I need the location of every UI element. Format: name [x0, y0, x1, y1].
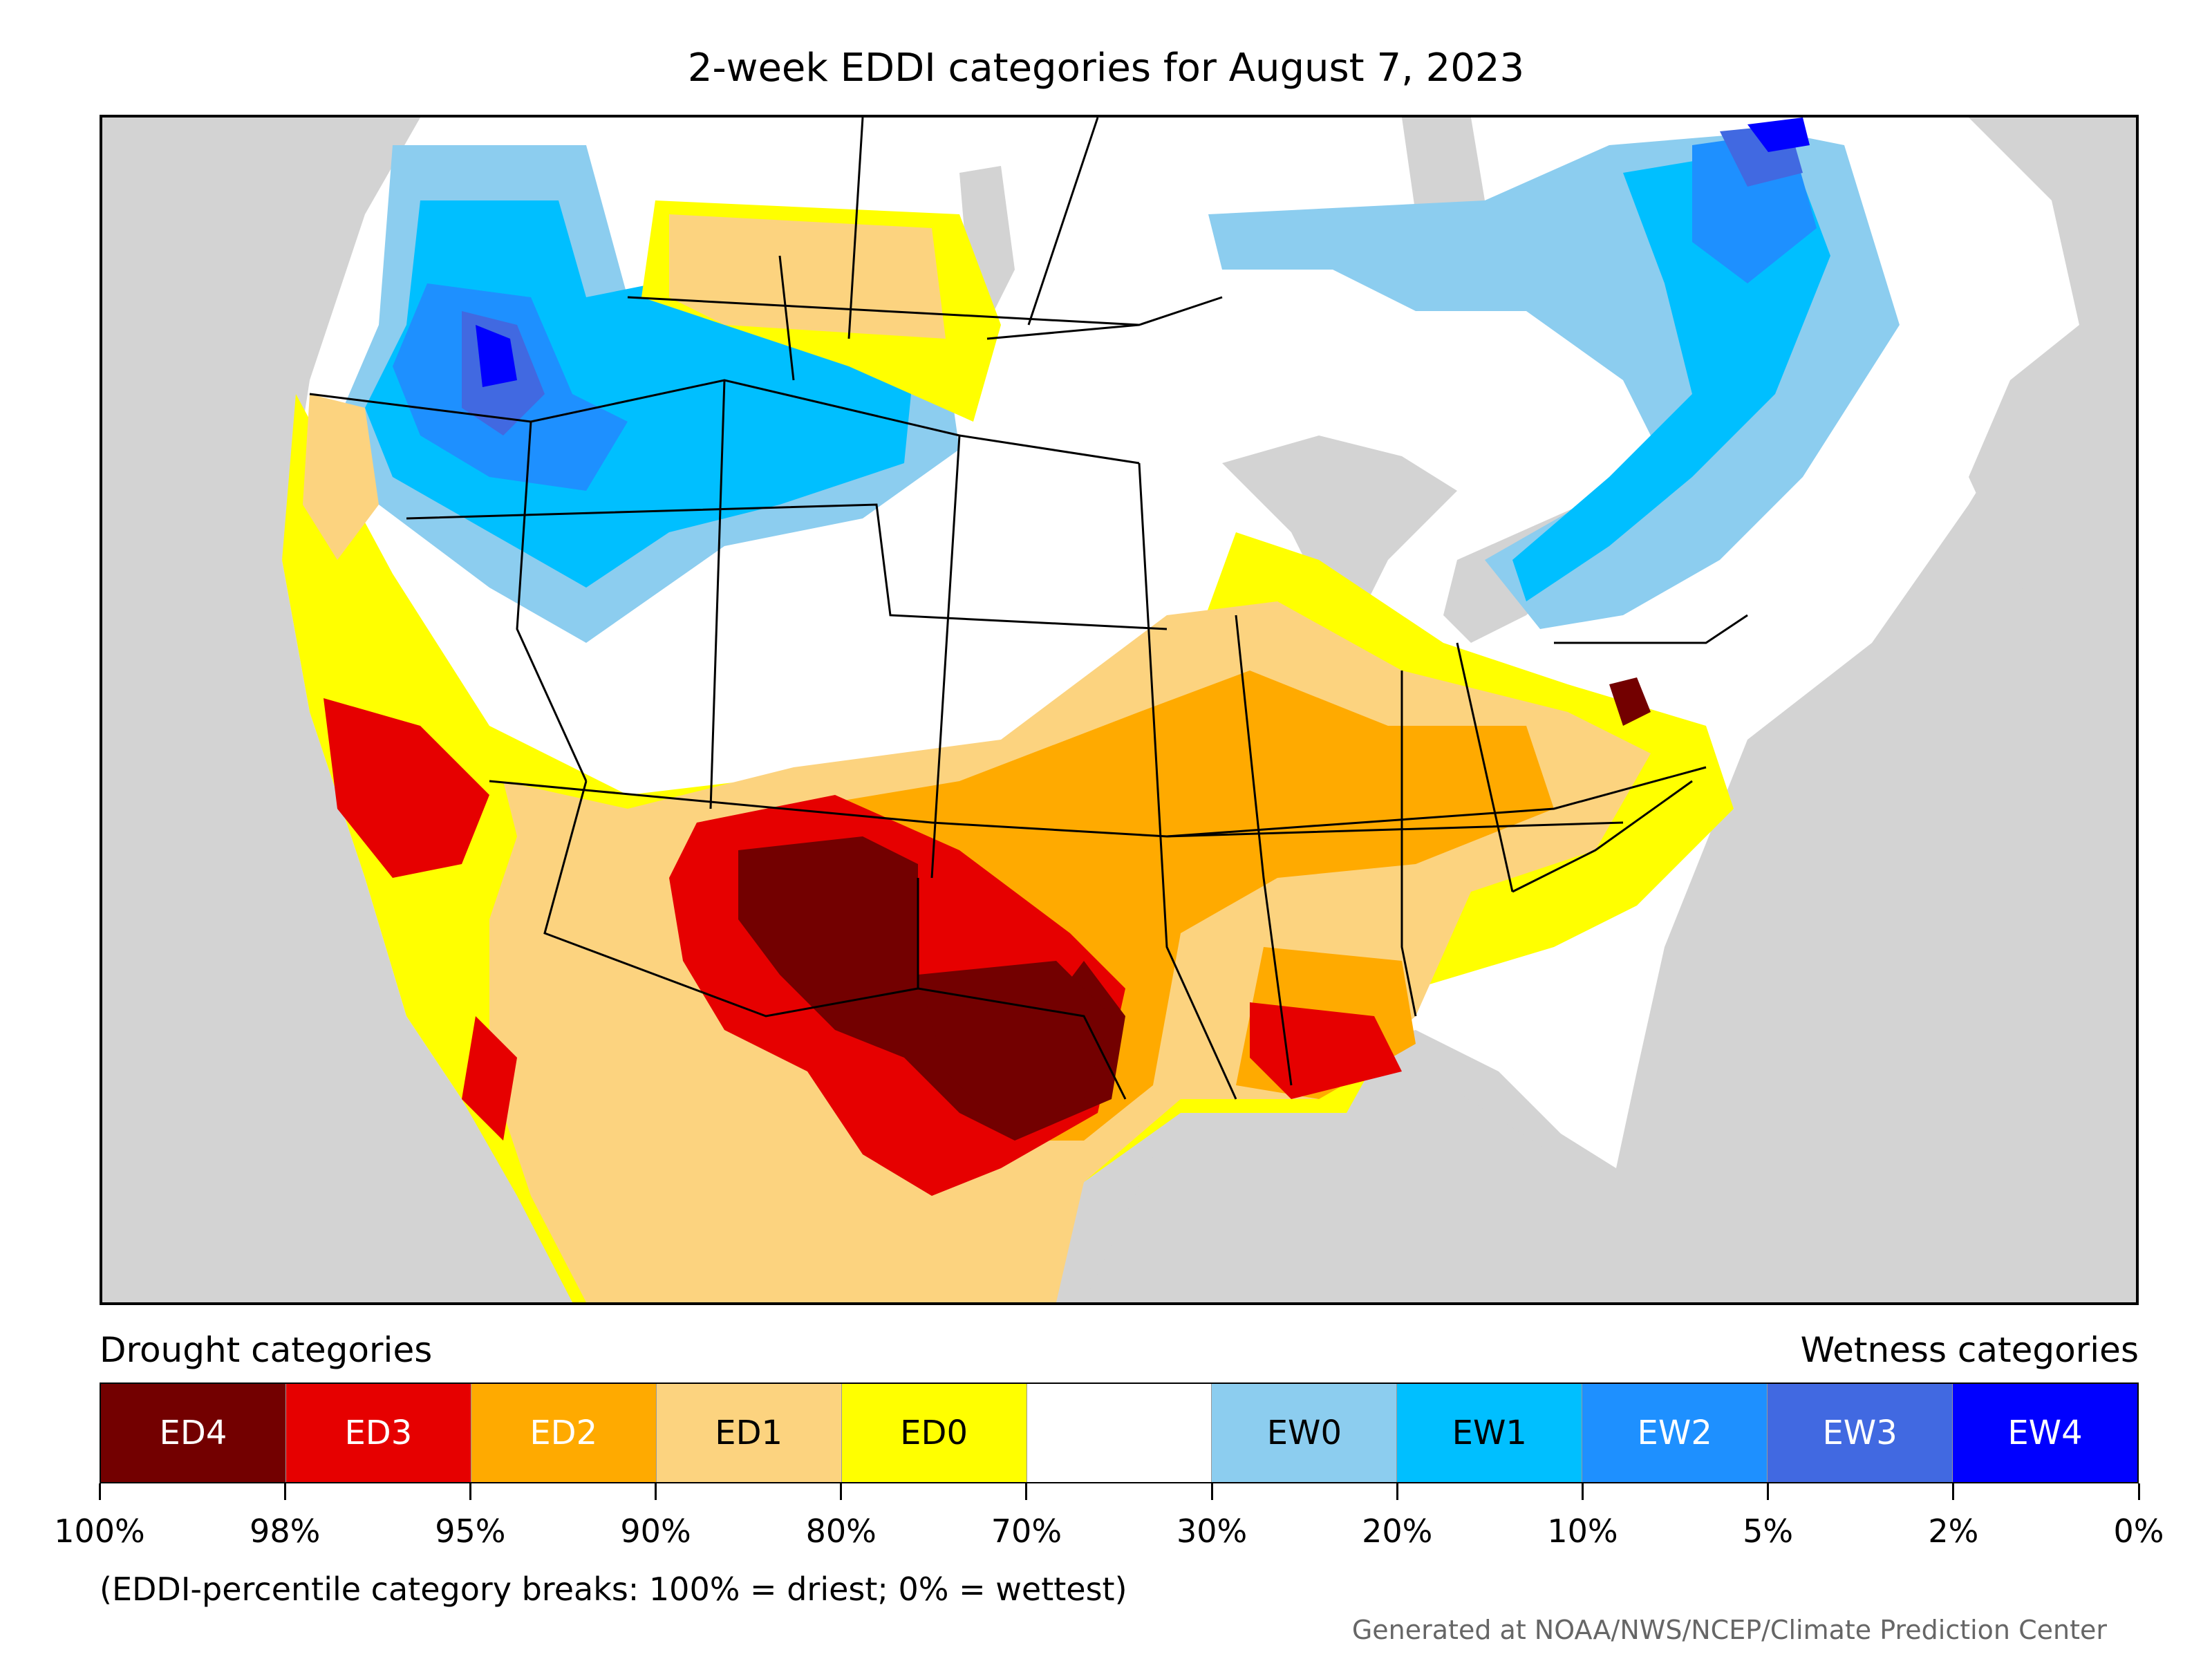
- eddi-map: [100, 115, 2139, 1305]
- drought-categories-heading: Drought categories: [100, 1330, 433, 1370]
- colorbar-tick: [1952, 1483, 1955, 1500]
- legend-swatch-ew0: EW0: [1212, 1384, 1398, 1482]
- colorbar-tick-label: 80%: [805, 1512, 877, 1550]
- colorbar-tick-label: 30%: [1176, 1512, 1248, 1550]
- ed1-west-coast: [303, 394, 379, 560]
- colorbar-tick: [2137, 1483, 2140, 1500]
- colorbar-tick: [1396, 1483, 1398, 1500]
- colorbar-tick: [1210, 1483, 1213, 1500]
- legend-swatch-neutral: [1027, 1384, 1212, 1482]
- colorbar-tick: [1581, 1483, 1584, 1500]
- colorbar-tick-label: 10%: [1547, 1512, 1618, 1550]
- ed3-louisiana: [1250, 1002, 1402, 1099]
- colorbar-tick-label: 5%: [1743, 1512, 1794, 1550]
- ew4-northeast: [1747, 118, 1810, 152]
- colorbar-ticks: [98, 1483, 2140, 1501]
- map-canvas: [102, 118, 2136, 1302]
- legend-swatch-ew3: EW3: [1768, 1384, 1953, 1482]
- legend-swatch-ed3: ED3: [285, 1384, 471, 1482]
- colorbar-tick-label: 98%: [250, 1512, 321, 1550]
- state-borders: [309, 118, 1748, 1100]
- legend-swatch-ed2: ED2: [471, 1384, 657, 1482]
- colorbar-tick-label: 90%: [620, 1512, 691, 1550]
- ed1-north: [669, 214, 946, 339]
- colorbar-tick: [1767, 1483, 1770, 1500]
- legend-swatch-ed0: ED0: [841, 1384, 1027, 1482]
- ed4-mid-atlantic: [1609, 677, 1651, 726]
- colorbar-tick-label: 95%: [435, 1512, 506, 1550]
- great-lakes: [1222, 435, 1457, 643]
- colorbar-tick-label: 20%: [1362, 1512, 1433, 1550]
- legend-swatch-ed4: ED4: [101, 1384, 286, 1482]
- ew4-northwest: [476, 325, 517, 387]
- lake-winnipeg: [959, 166, 1015, 325]
- wetness-categories-heading: Wetness categories: [1800, 1330, 2139, 1370]
- colorbar-tick-label: 70%: [991, 1512, 1062, 1550]
- colorbar-tick-label: 2%: [1928, 1512, 1979, 1550]
- ed3-california: [324, 698, 489, 878]
- ed3-baja: [462, 1016, 517, 1141]
- legend-swatch-ew1: EW1: [1397, 1384, 1583, 1482]
- map-title: 2-week EDDI categories for August 7, 202…: [687, 46, 1525, 91]
- colorbar-tick: [655, 1483, 657, 1500]
- colorbar-tick: [840, 1483, 843, 1500]
- colorbar-tick: [469, 1483, 471, 1500]
- legend-swatch-ed1: ED1: [656, 1384, 842, 1482]
- category-colorbar: ED4 ED3 ED2 ED1 ED0 EW0 EW1 EW2 EW3 EW4: [100, 1382, 2139, 1483]
- gulf-of-mexico: [1084, 1085, 1623, 1302]
- ed4-texas: [918, 961, 1112, 1127]
- colorbar-tick-label: 100%: [54, 1512, 145, 1550]
- category-breaks-note: (EDDI-percentile category breaks: 100% =…: [100, 1571, 1127, 1608]
- colorbar-tick: [98, 1483, 101, 1500]
- colorbar-tick: [1025, 1483, 1028, 1500]
- legend-swatch-ew2: EW2: [1582, 1384, 1768, 1482]
- legend-swatch-ew4: EW4: [1953, 1384, 2137, 1482]
- credit-line: Generated at NOAA/NWS/NCEP/Climate Predi…: [1351, 1615, 2107, 1645]
- atlantic-ne: [1969, 118, 2136, 643]
- colorbar-tick: [283, 1483, 286, 1500]
- colorbar-tick-label: 0%: [2113, 1512, 2164, 1550]
